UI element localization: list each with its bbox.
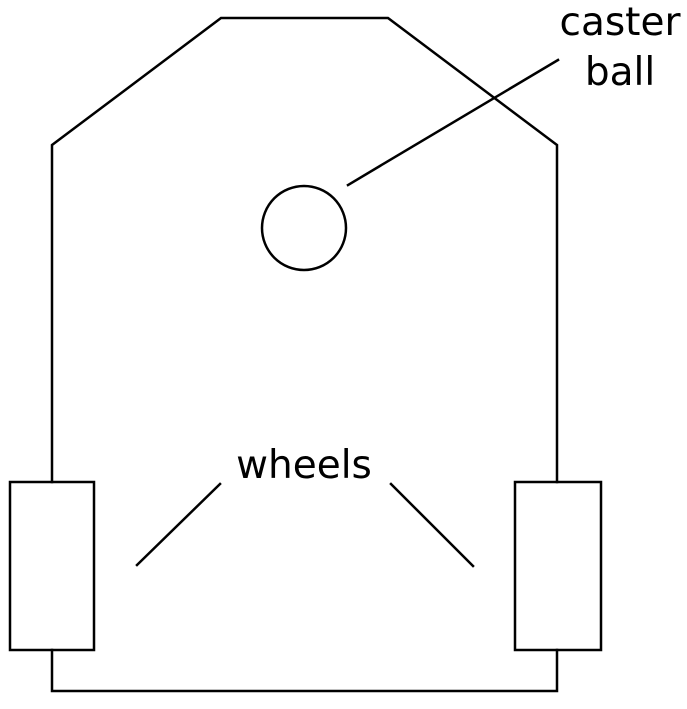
right-wheel (513, 480, 603, 652)
right-wheel-leader-line (389, 482, 475, 568)
chassis-outline (50, 16, 559, 484)
caster-label-line1: caster (560, 0, 682, 45)
left-wheel-leader-line (135, 482, 222, 567)
chassis-bottom-edge (50, 648, 559, 693)
caster-label-line2: ball (585, 50, 655, 95)
wheels-label: wheels (236, 443, 372, 488)
caster-ball (260, 184, 348, 272)
left-wheel (8, 480, 96, 652)
caster-leader-line (346, 58, 560, 187)
